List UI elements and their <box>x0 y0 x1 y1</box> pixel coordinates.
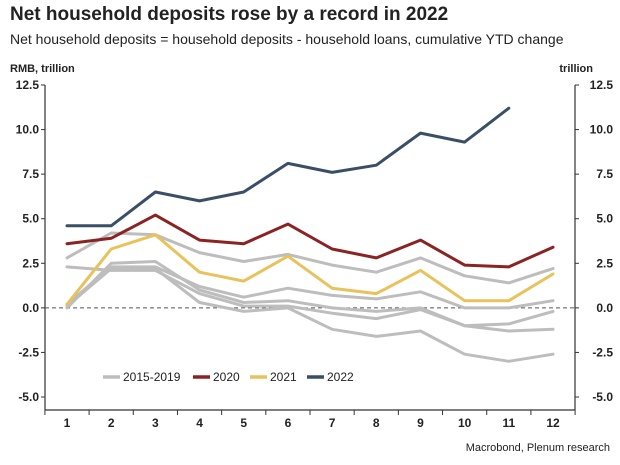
series-line-2015-2019 <box>65 231 555 285</box>
y-tick-label-left: 10.0 <box>16 123 40 137</box>
y-tick-label-left: -2.5 <box>18 345 39 359</box>
y-tick-label-right: -2.5 <box>592 345 613 359</box>
x-tick-label: 4 <box>196 416 203 430</box>
x-tick-label: 12 <box>546 416 560 430</box>
y-tick-label-right: -5.0 <box>592 390 613 404</box>
x-tick-label: 10 <box>458 416 472 430</box>
chart-title: Net household deposits rose by a record … <box>10 4 449 25</box>
y-tick-label-right: 0.0 <box>596 301 613 315</box>
y-tick-label-left: 2.5 <box>22 256 39 270</box>
y-tick-label-left: 7.5 <box>22 167 39 181</box>
series-lines <box>65 106 555 363</box>
chart-subtitle: Net household deposits = household depos… <box>10 31 564 47</box>
x-tick-label: 7 <box>329 416 336 430</box>
y-tick-label-right: 12.5 <box>590 78 614 92</box>
x-tick-label: 6 <box>285 416 292 430</box>
series-line-2015-2019 <box>65 265 555 310</box>
y-tick-label-left: 5.0 <box>22 212 39 226</box>
legend-label-2015-2019: 2015-2019 <box>123 370 181 384</box>
y-tick-label-right: 5.0 <box>596 212 613 226</box>
y-tick-label-right: 7.5 <box>596 167 613 181</box>
x-tick-label: 11 <box>502 416 515 430</box>
y-tick-label-left: 12.5 <box>16 78 40 92</box>
legend-label-2021: 2021 <box>270 370 297 384</box>
legend: 2015-2019 2020 2021 2022 <box>103 370 354 384</box>
series-line-2021 <box>65 233 555 306</box>
series-line-2022 <box>65 106 511 228</box>
y-tick-label-right: 10.0 <box>590 123 614 137</box>
series-line-2020 <box>65 213 555 269</box>
y-axis-label-right: trillion <box>559 63 593 75</box>
legend-label-2022: 2022 <box>327 370 354 384</box>
x-tick-label: 3 <box>152 416 159 430</box>
series-line-2015-2019 <box>65 260 555 328</box>
series-line-2015-2019 <box>65 267 555 363</box>
x-tick-label: 9 <box>417 416 424 430</box>
y-tick-label-right: 2.5 <box>596 256 613 270</box>
source-note: Macrobond, Plenum research <box>466 442 610 454</box>
x-tick-label: 8 <box>373 416 380 430</box>
y-axis-label-left: RMB, trillion <box>10 63 75 75</box>
x-tick-label: 1 <box>64 416 71 430</box>
y-tick-label-left: -5.0 <box>18 390 39 404</box>
series-line-2015-2019 <box>65 265 555 333</box>
x-tick-label: 2 <box>108 416 115 430</box>
y-tick-label-left: 0.0 <box>22 301 39 315</box>
x-tick-label: 5 <box>240 416 247 430</box>
legend-label-2020: 2020 <box>213 370 240 384</box>
